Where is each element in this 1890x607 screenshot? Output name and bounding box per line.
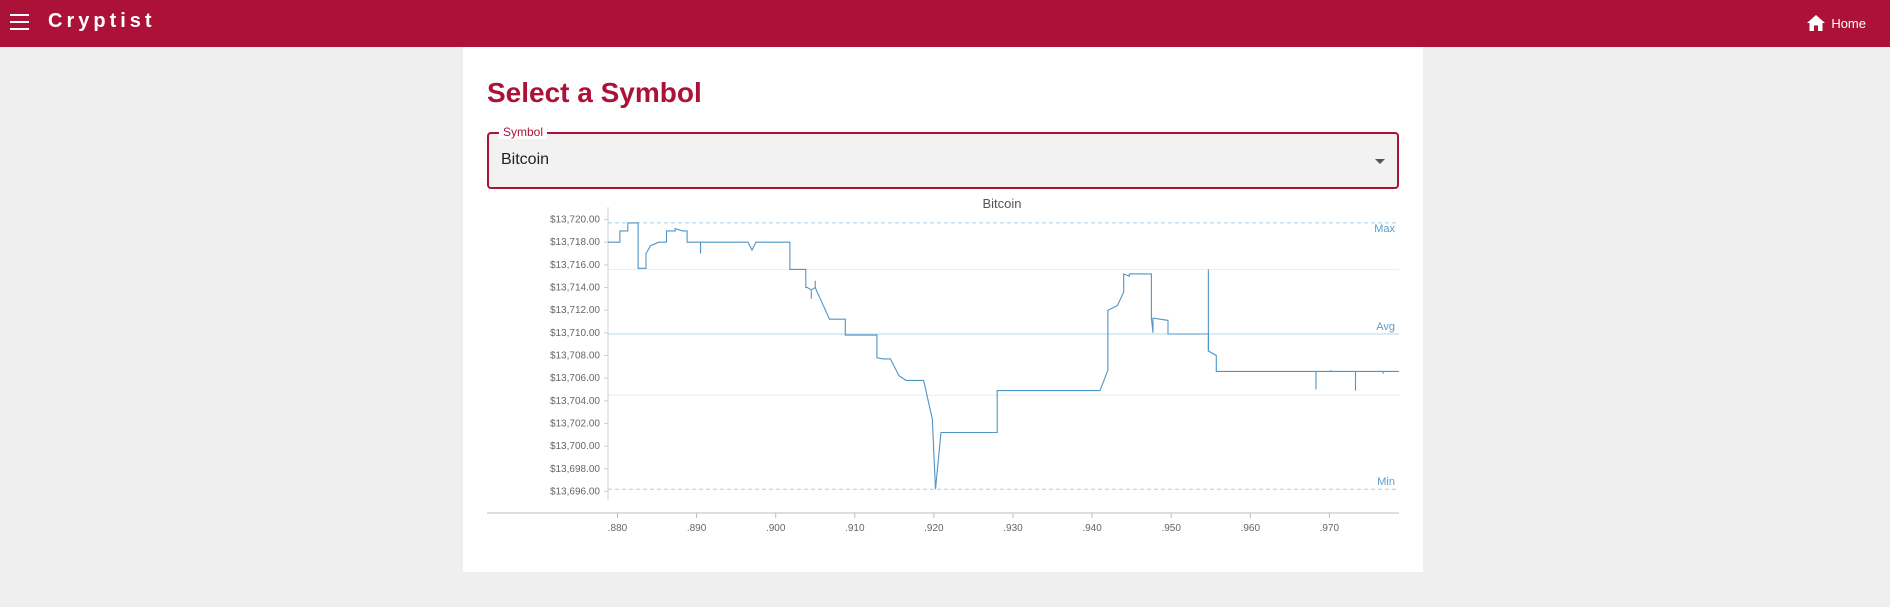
y-tick-label: $13,702.00 [550, 418, 600, 429]
reference-label-max: Max [1374, 223, 1395, 235]
x-tick-label: .970 [1320, 523, 1340, 534]
app-brand[interactable]: Cryptist [48, 10, 156, 32]
y-tick-label: $13,718.00 [550, 237, 600, 248]
home-label: Home [1831, 15, 1866, 31]
x-tick-label: .950 [1161, 523, 1181, 534]
y-tick-label: $13,712.00 [550, 305, 600, 316]
y-tick-label: $13,696.00 [550, 486, 600, 497]
x-tick-label: .940 [1082, 523, 1102, 534]
x-tick-label: .880 [608, 523, 628, 534]
page-title: Select a Symbol [487, 77, 702, 108]
symbol-select-value: Bitcoin [501, 151, 550, 168]
y-tick-label: $13,716.00 [550, 260, 600, 271]
x-tick-label: .920 [924, 523, 944, 534]
content-card: Select a Symbol Symbol Bitcoin Bitcoin M… [463, 47, 1423, 572]
menu-icon[interactable] [10, 14, 29, 30]
x-tick-label: .890 [687, 523, 707, 534]
y-tick-label: $13,714.00 [550, 283, 600, 294]
x-tick-label: .910 [845, 523, 865, 534]
x-tick-label: .930 [1003, 523, 1023, 534]
y-tick-label: $13,720.00 [550, 215, 600, 226]
y-tick-label: $13,698.00 [550, 464, 600, 475]
home-link[interactable]: Home [1806, 13, 1866, 33]
y-tick-label: $13,710.00 [550, 328, 600, 339]
x-tick-label: .900 [766, 523, 786, 534]
y-tick-label: $13,700.00 [550, 441, 600, 452]
symbol-select[interactable]: Symbol Bitcoin [487, 125, 1399, 189]
chart-title: Bitcoin [982, 196, 1021, 211]
y-tick-label: $13,706.00 [550, 373, 600, 384]
x-tick-label: .960 [1241, 523, 1261, 534]
dropdown-arrow-icon [1375, 159, 1385, 164]
y-tick-label: $13,704.00 [550, 396, 600, 407]
home-icon [1807, 15, 1826, 31]
app-bar: Cryptist Home [0, 0, 1890, 47]
reference-label-avg: Avg [1376, 321, 1395, 333]
price-series-line [608, 222, 1399, 490]
price-chart: Bitcoin Max Avg Min $13,720.00 $13,718.00 $1… [487, 196, 1399, 534]
symbol-select-label: Symbol [499, 125, 548, 139]
y-tick-label: $13,708.00 [550, 351, 600, 362]
reference-label-min: Min [1377, 476, 1395, 488]
